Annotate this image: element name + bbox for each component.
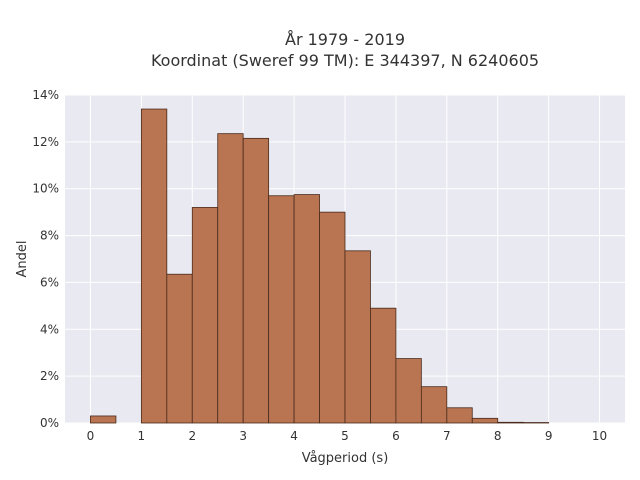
histogram-bar [242, 137, 270, 424]
histogram-bar [420, 386, 448, 424]
histogram-bar [140, 108, 168, 424]
x-tick-label: 6 [392, 429, 400, 443]
x-tick-label: 4 [290, 429, 298, 443]
histogram-bar [90, 415, 117, 424]
histogram-bar [370, 307, 397, 424]
histogram-bar [471, 417, 499, 424]
x-tick-label: 7 [443, 429, 451, 443]
histogram-bar [191, 207, 219, 424]
y-tick-label: 2% [40, 369, 59, 383]
x-tick-label: 3 [239, 429, 247, 443]
histogram-bar [293, 194, 320, 424]
y-tick-labels: 0% 2% 4% 6% 8% 10% 12% 14% [32, 88, 59, 430]
bars [90, 108, 550, 424]
x-tick-label: 8 [494, 429, 502, 443]
x-tick-label: 5 [341, 429, 349, 443]
y-tick-label: 4% [40, 322, 59, 336]
histogram-bar [395, 358, 422, 424]
y-tick-label: 6% [40, 275, 59, 289]
y-tick-label: 8% [40, 229, 59, 243]
histogram-bar [166, 273, 193, 424]
y-axis-title: Andel [15, 241, 30, 278]
histogram-bar [446, 407, 473, 424]
x-tick-label: 1 [138, 429, 146, 443]
y-tick-label: 12% [32, 135, 59, 149]
y-tick-label: 10% [32, 182, 59, 196]
histogram-bar [319, 211, 346, 424]
x-axis-title: Vågperiod (s) [302, 451, 389, 466]
x-tick-label: 0 [87, 429, 95, 443]
histogram-bar [497, 421, 524, 424]
x-tick-label: 2 [188, 429, 196, 443]
x-tick-labels: 0 1 2 3 4 5 6 7 8 9 10 [87, 429, 608, 443]
x-tick-label: 9 [545, 429, 553, 443]
chart-title-line-2: Koordinat (Sweref 99 TM): E 344397, N 62… [151, 51, 539, 70]
y-tick-label: 14% [32, 88, 59, 102]
histogram-bar [344, 250, 371, 424]
histogram-bar [217, 133, 244, 424]
chart-title-line-1: År 1979 - 2019 [285, 30, 405, 49]
y-tick-label: 0% [40, 416, 59, 430]
histogram-bar [268, 195, 295, 424]
x-tick-label: 10 [592, 429, 607, 443]
